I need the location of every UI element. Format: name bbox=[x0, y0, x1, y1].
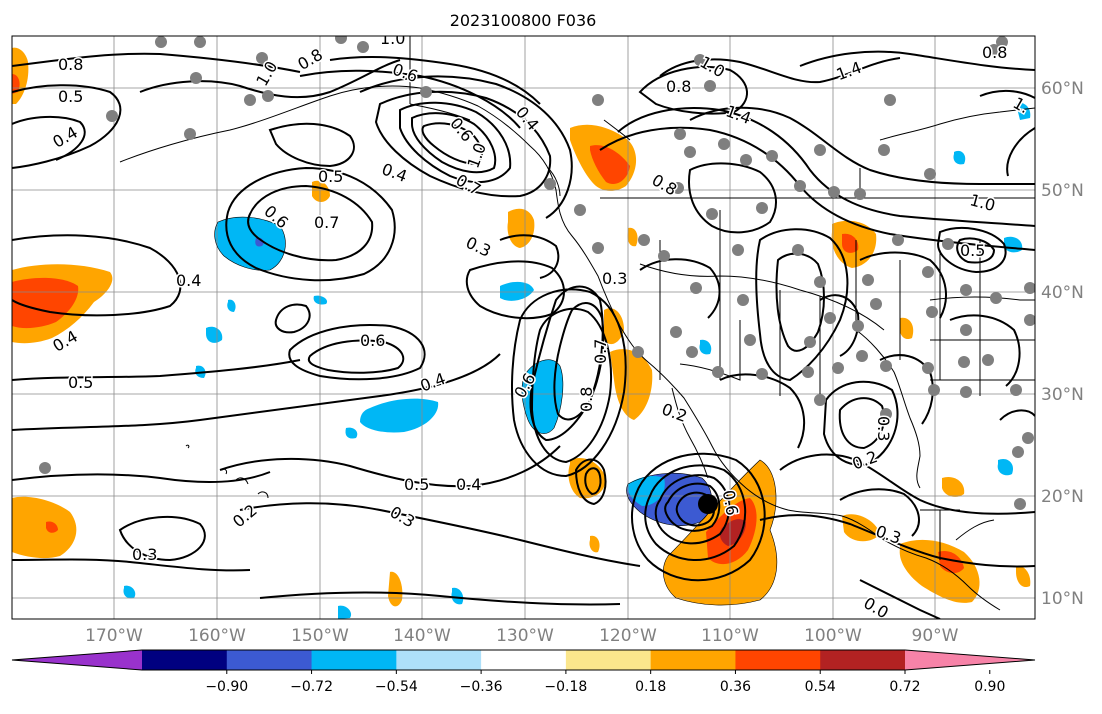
longitude-label: 160°W bbox=[188, 626, 246, 646]
colorbar-segment bbox=[226, 650, 313, 670]
colorbar-extend-min bbox=[12, 650, 142, 670]
latitude-label: 50°N bbox=[1041, 181, 1084, 201]
contour-label: 0.7 bbox=[314, 213, 339, 232]
longitude-label: 120°W bbox=[599, 626, 657, 646]
contour-label: 0.4 bbox=[176, 271, 201, 290]
contour-label: 0.5 bbox=[404, 475, 429, 494]
colorbar-tick-label: −0.54 bbox=[375, 679, 418, 695]
observation-station-dots bbox=[39, 36, 1035, 510]
colorbar: −0.90 −0.72 −0.54 −0.36 −0.18 0.18 0.36 0.54 0.7… bbox=[11, 649, 1036, 695]
colorbar-tick-label: −0.36 bbox=[460, 679, 503, 695]
colorbar-segment bbox=[311, 650, 397, 670]
latitude-label: 40°N bbox=[1041, 283, 1084, 303]
contour-label: 0.5 bbox=[68, 373, 93, 392]
positive-anomaly-shading bbox=[12, 47, 1031, 607]
map-title: 2023100800 F036 bbox=[450, 11, 597, 30]
colorbar-segment bbox=[142, 650, 228, 670]
latitude-label: 30°N bbox=[1041, 385, 1084, 405]
longitude-label: 140°W bbox=[393, 626, 451, 646]
colorbar-segment bbox=[565, 650, 652, 670]
contour-label: 0.4 bbox=[456, 475, 481, 494]
latitude-label: 10°N bbox=[1041, 589, 1084, 609]
contour-label: 1.0 bbox=[380, 29, 405, 48]
contour-label: 0.5 bbox=[58, 87, 83, 106]
colorbar-segment bbox=[735, 650, 821, 670]
colorbar-outline bbox=[11, 649, 1036, 671]
colorbar-tick-label: −0.90 bbox=[205, 679, 248, 695]
storm-center-marker bbox=[698, 494, 718, 514]
colorbar-tick-label: −0.72 bbox=[290, 679, 333, 695]
longitude-label: 90°W bbox=[912, 626, 959, 646]
colorbar-tick-label: −0.18 bbox=[544, 679, 587, 695]
longitude-label: 170°W bbox=[85, 626, 143, 646]
contour-label: 0.3 bbox=[602, 269, 627, 288]
contour-label: 0.3 bbox=[874, 416, 893, 441]
colorbar-extend-max bbox=[905, 650, 1035, 670]
colorbar-tick-label: 0.54 bbox=[805, 679, 836, 695]
colorbar-tick-label: 0.90 bbox=[974, 679, 1005, 695]
longitude-label: 150°W bbox=[291, 626, 349, 646]
contour-label: 0.8 bbox=[577, 387, 596, 412]
longitude-labels: 170°W 160°W 150°W 140°W 130°W 120°W 110°… bbox=[85, 626, 959, 646]
graticule bbox=[12, 36, 1035, 619]
longitude-label: 110°W bbox=[701, 626, 759, 646]
contour-label: 0.8 bbox=[58, 55, 83, 74]
contour-label: 0.5 bbox=[960, 241, 985, 260]
contour-label: 0.8 bbox=[666, 77, 691, 96]
colorbar-segment bbox=[650, 650, 736, 670]
colorbar-tick-label: 0.72 bbox=[889, 679, 920, 695]
colorbar-tick-label: 0.36 bbox=[720, 679, 751, 695]
colorbar-segment bbox=[820, 650, 906, 670]
contour-label: 0.7 bbox=[591, 339, 610, 364]
colorbar-segment bbox=[396, 650, 482, 670]
longitude-label: 100°W bbox=[804, 626, 862, 646]
contour-label: 0.3 bbox=[132, 545, 157, 564]
latitude-labels: 60°N 50°N 40°N 30°N 20°N 10°N bbox=[1041, 79, 1084, 609]
latitude-label: 60°N bbox=[1041, 79, 1084, 99]
longitude-label: 130°W bbox=[496, 626, 554, 646]
latitude-label: 20°N bbox=[1041, 487, 1084, 507]
contour-lines bbox=[12, 50, 1035, 619]
contour-label: 0.8 bbox=[982, 43, 1007, 62]
contour-label: 0.6 bbox=[360, 331, 385, 350]
map-panel: 0.8 0.5 0.4 1.0 0.8 0.6 1.0 0.8 1.4 1.0 … bbox=[11, 29, 1036, 620]
map-frame bbox=[11, 35, 1036, 620]
colorbar-tick-label: 0.18 bbox=[635, 679, 666, 695]
contour-label: 0.5 bbox=[318, 167, 343, 186]
colorbar-segment bbox=[481, 650, 567, 670]
